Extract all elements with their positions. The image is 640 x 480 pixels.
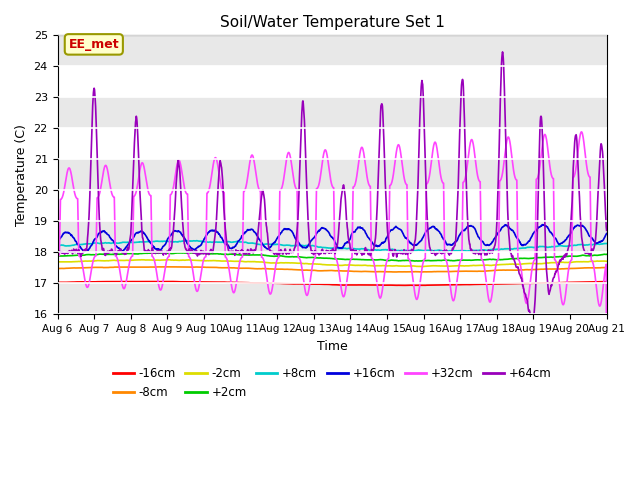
+2cm — [367, 257, 374, 263]
+16cm — [539, 222, 547, 228]
+64cm — [118, 249, 126, 254]
+2cm — [96, 251, 104, 257]
-2cm — [419, 264, 426, 269]
+8cm — [118, 240, 126, 245]
Bar — [58, 221, 607, 252]
-8cm — [390, 269, 397, 275]
Title: Soil/Water Temperature Set 1: Soil/Water Temperature Set 1 — [220, 15, 445, 30]
+2cm — [185, 250, 193, 256]
+64cm — [54, 248, 61, 254]
+32cm — [366, 183, 374, 189]
-16cm — [96, 279, 104, 285]
+8cm — [603, 240, 611, 246]
+8cm — [308, 243, 316, 249]
+32cm — [298, 264, 306, 270]
+8cm — [367, 247, 374, 253]
+32cm — [287, 155, 294, 160]
+8cm — [442, 249, 449, 254]
-8cm — [367, 269, 374, 275]
Bar — [58, 97, 607, 128]
-16cm — [308, 281, 316, 287]
-8cm — [298, 267, 306, 273]
+64cm — [308, 251, 316, 256]
-2cm — [308, 261, 316, 267]
+32cm — [577, 129, 585, 135]
+32cm — [308, 267, 316, 273]
Line: +32cm: +32cm — [58, 132, 607, 446]
+2cm — [118, 251, 126, 257]
-16cm — [287, 281, 294, 287]
-8cm — [54, 265, 61, 271]
+32cm — [96, 189, 104, 194]
Bar — [58, 159, 607, 191]
-2cm — [118, 258, 126, 264]
+2cm — [298, 254, 306, 260]
-8cm — [308, 267, 316, 273]
-16cm — [118, 279, 126, 285]
+16cm — [308, 237, 316, 242]
+2cm — [603, 252, 611, 257]
-16cm — [367, 282, 374, 288]
+2cm — [54, 253, 61, 259]
+16cm — [54, 239, 61, 244]
+8cm — [298, 242, 306, 248]
Line: +64cm: +64cm — [58, 52, 607, 321]
-16cm — [54, 279, 61, 285]
-2cm — [96, 258, 104, 264]
Bar — [58, 36, 607, 66]
Text: EE_met: EE_met — [68, 38, 119, 51]
-2cm — [603, 258, 611, 264]
+16cm — [603, 230, 611, 236]
+16cm — [298, 244, 306, 250]
Legend: -16cm, -8cm, -2cm, +2cm, +8cm, +16cm, +32cm, +64cm: -16cm, -8cm, -2cm, +2cm, +8cm, +16cm, +3… — [108, 362, 556, 403]
+64cm — [603, 228, 611, 233]
+16cm — [119, 248, 127, 254]
-8cm — [287, 266, 294, 272]
+8cm — [96, 240, 104, 246]
-2cm — [367, 263, 374, 268]
+16cm — [80, 249, 88, 255]
+16cm — [367, 238, 374, 243]
-8cm — [96, 264, 104, 270]
+64cm — [96, 228, 104, 234]
Line: -2cm: -2cm — [58, 260, 607, 266]
+8cm — [54, 243, 61, 249]
Bar — [58, 283, 607, 314]
+2cm — [411, 258, 419, 264]
X-axis label: Time: Time — [317, 339, 348, 353]
+64cm — [366, 249, 374, 255]
+32cm — [603, 443, 611, 449]
-16cm — [298, 281, 306, 287]
+8cm — [287, 243, 294, 249]
+64cm — [529, 318, 537, 324]
Line: +2cm: +2cm — [58, 253, 607, 261]
-2cm — [287, 260, 294, 266]
+64cm — [499, 49, 506, 55]
Line: +8cm: +8cm — [58, 240, 607, 252]
+32cm — [118, 282, 126, 288]
-8cm — [603, 264, 611, 270]
Line: -8cm: -8cm — [58, 267, 607, 272]
-16cm — [401, 283, 408, 288]
-16cm — [603, 279, 611, 285]
+16cm — [287, 228, 294, 233]
-2cm — [164, 257, 172, 263]
+8cm — [193, 238, 200, 243]
Line: -16cm: -16cm — [58, 281, 607, 286]
+32cm — [54, 438, 61, 444]
-8cm — [118, 264, 126, 270]
-2cm — [54, 259, 61, 265]
Line: +16cm: +16cm — [58, 225, 607, 252]
-16cm — [146, 278, 154, 284]
+16cm — [97, 229, 104, 235]
-8cm — [163, 264, 170, 270]
Y-axis label: Temperature (C): Temperature (C) — [15, 124, 28, 226]
+64cm — [298, 110, 306, 116]
-2cm — [298, 261, 306, 266]
+2cm — [308, 254, 316, 260]
+2cm — [287, 254, 294, 260]
+64cm — [287, 248, 294, 253]
